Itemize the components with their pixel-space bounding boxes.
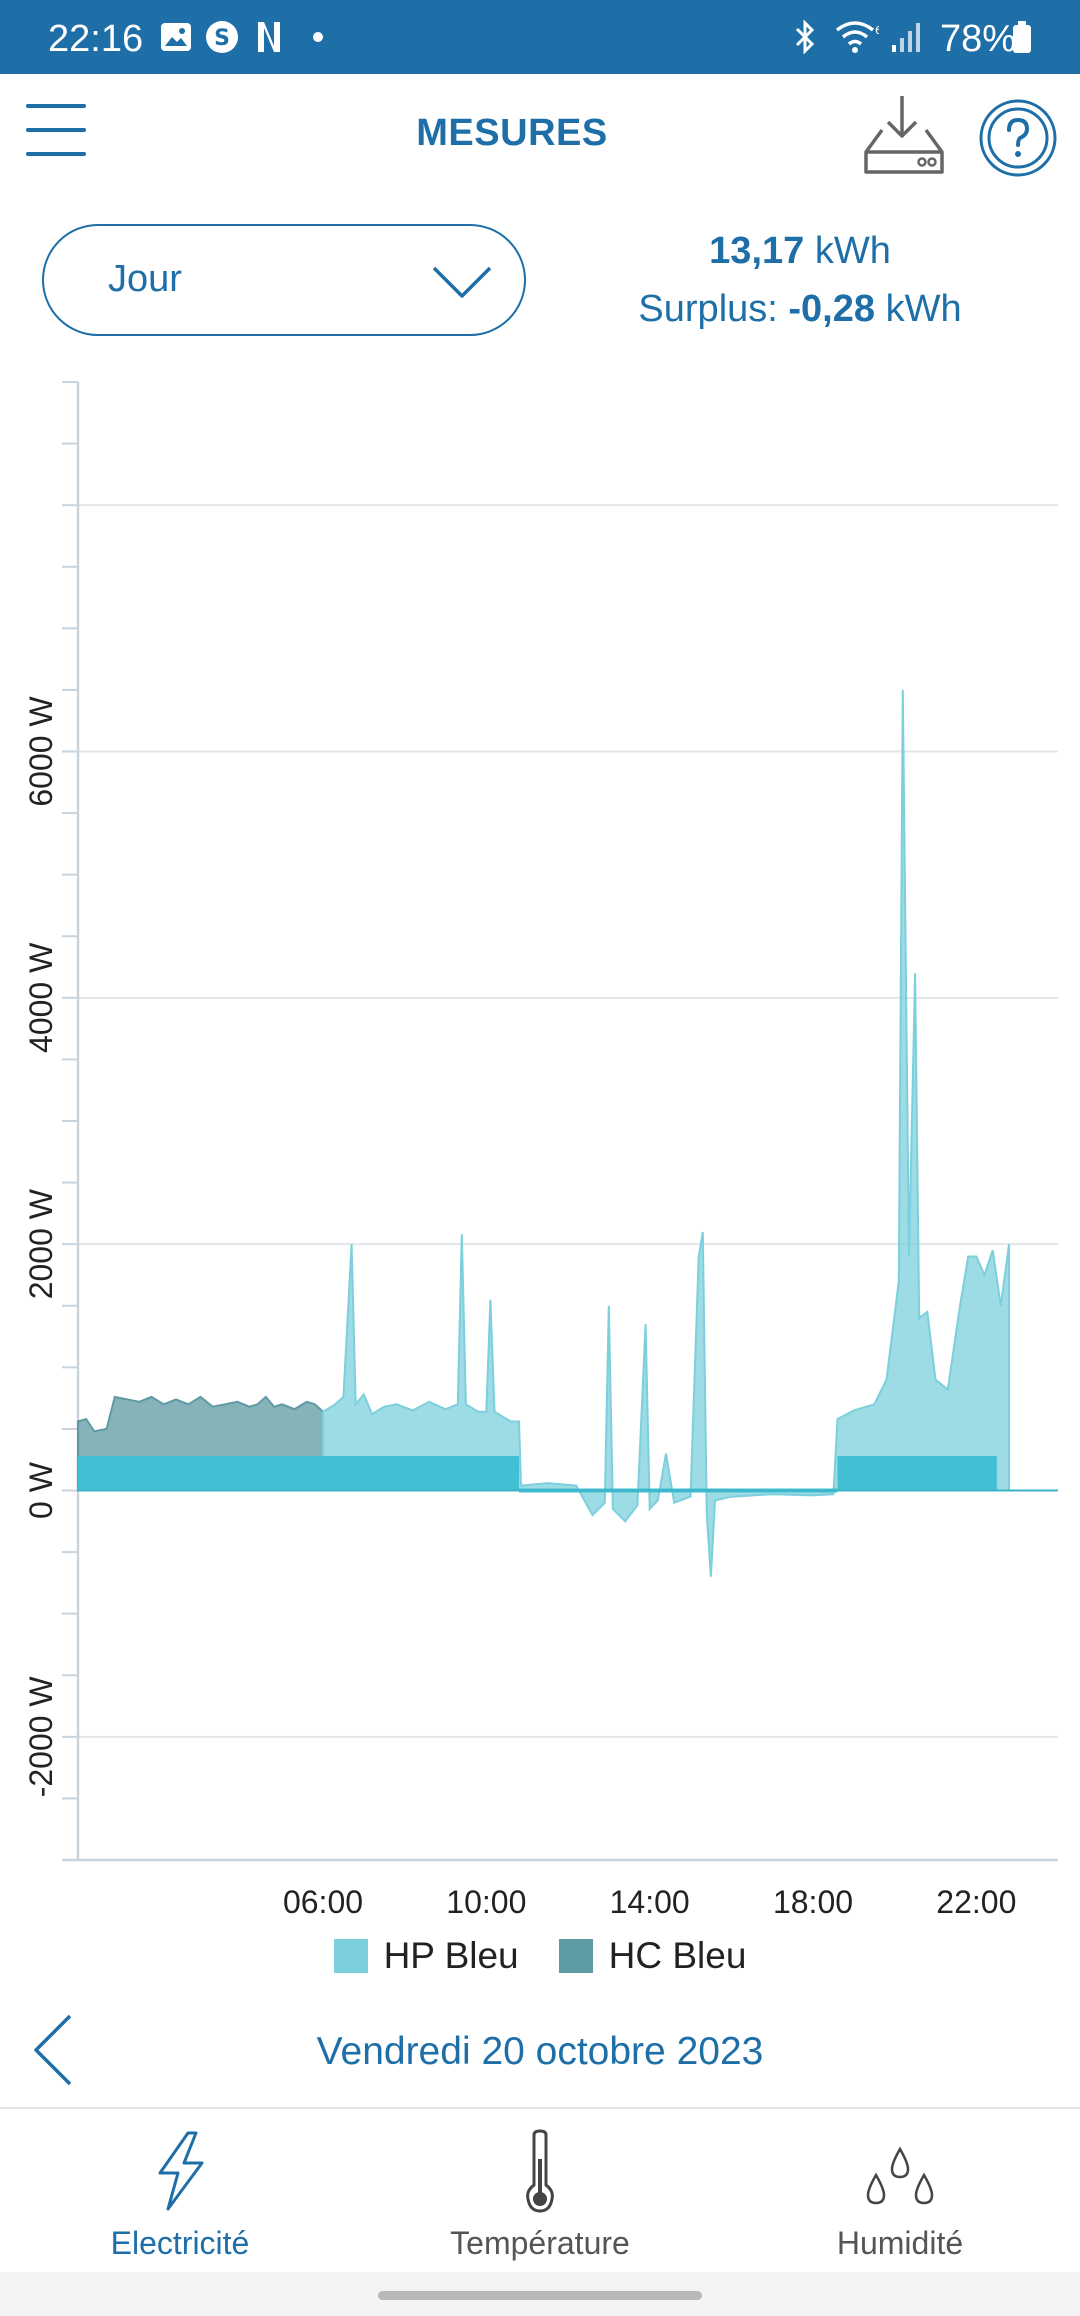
tab-electricite[interactable]: Electricité <box>0 2109 360 2274</box>
svg-text:6: 6 <box>875 24 879 37</box>
energy-summary: 13,17 kWh Surplus: -0,28 kWh <box>560 222 1040 338</box>
y-tick-label: 0 W <box>23 1461 59 1519</box>
legend-swatch-hc <box>558 1939 593 1973</box>
tab-humidite[interactable]: Humidité <box>720 2109 1080 2274</box>
help-button[interactable] <box>978 98 1058 178</box>
dot-icon <box>308 20 328 54</box>
legend-item-hc[interactable]: HC Bleu <box>558 1926 747 1986</box>
y-tick-label: 4000 W <box>23 942 59 1053</box>
date-navigation: Vendredi 20 octobre 2023 <box>0 2000 1080 2100</box>
surplus-energy: Surplus: -0,28 kWh <box>638 288 962 330</box>
app-header: MESURES <box>0 74 1080 204</box>
svg-text:S: S <box>214 26 230 51</box>
menu-icon <box>26 104 86 108</box>
x-tick-label: 22:00 <box>936 1884 1016 1920</box>
chart-legend: HP Bleu HC Bleu <box>0 1926 1080 1986</box>
signal-icon <box>888 20 922 54</box>
tab-label: Humidité <box>836 2225 964 2261</box>
baseline-band-segment <box>78 1456 519 1491</box>
period-selected-value: Jour <box>108 258 182 300</box>
help-icon <box>979 99 1057 177</box>
total-energy: 13,17 kWh <box>709 230 891 272</box>
chevron-down-icon <box>432 266 492 298</box>
chevron-left-icon <box>34 2014 72 2086</box>
download-icon <box>864 96 944 174</box>
x-tick-label: 06:00 <box>283 1884 363 1920</box>
menu-button[interactable] <box>26 102 86 158</box>
y-tick-label: 2000 W <box>23 1188 59 1299</box>
legend-label-hc: HC Bleu <box>608 1935 747 1976</box>
wifi-icon: 6 <box>834 20 880 54</box>
legend-swatch-hp <box>333 1939 368 1973</box>
droplets-icon <box>866 2146 934 2205</box>
legend-label-hp: HP Bleu <box>383 1935 519 1976</box>
x-tick-label: 18:00 <box>773 1884 853 1920</box>
battery-percent: 78% <box>939 18 1016 60</box>
y-tick-label: -2000 W <box>23 1676 59 1798</box>
status-time: 22:16 <box>48 18 144 60</box>
x-tick-label: 14:00 <box>610 1884 690 1920</box>
home-gesture-bar[interactable] <box>378 2291 702 2300</box>
status-bar: 22:16 S 6 78% <box>0 0 1080 74</box>
tab-label: Température <box>450 2225 630 2261</box>
gesture-area <box>0 2272 1080 2316</box>
previous-day-button[interactable] <box>30 2010 86 2090</box>
page-title: MESURES <box>416 112 608 154</box>
bottom-navigation: Electricité Température Humidité <box>0 2107 1080 2272</box>
battery-icon <box>1010 20 1034 54</box>
thermometer-icon <box>526 2129 554 2213</box>
tab-label: Electricité <box>110 2225 250 2261</box>
legend-item-hp[interactable]: HP Bleu <box>333 1926 519 1986</box>
tab-temperature[interactable]: Température <box>360 2109 720 2274</box>
y-tick-label: 6000 W <box>23 696 59 807</box>
shazam-icon: S <box>204 20 240 54</box>
baseline-band-segment <box>837 1456 997 1491</box>
x-tick-label: 10:00 <box>446 1884 526 1920</box>
netflix-icon <box>254 20 284 54</box>
download-button[interactable] <box>862 94 948 176</box>
bluetooth-icon <box>790 20 820 54</box>
gallery-icon <box>158 20 194 54</box>
bolt-icon <box>158 2131 204 2211</box>
series-area <box>322 689 1010 1577</box>
period-select[interactable]: Jour <box>42 224 526 336</box>
current-date: Vendredi 20 octobre 2023 <box>316 2030 764 2073</box>
power-chart[interactable]: -2000 W 0 W 2000 W 4000 W 6000 W 06:00 10:00 14… <box>0 370 1080 1930</box>
